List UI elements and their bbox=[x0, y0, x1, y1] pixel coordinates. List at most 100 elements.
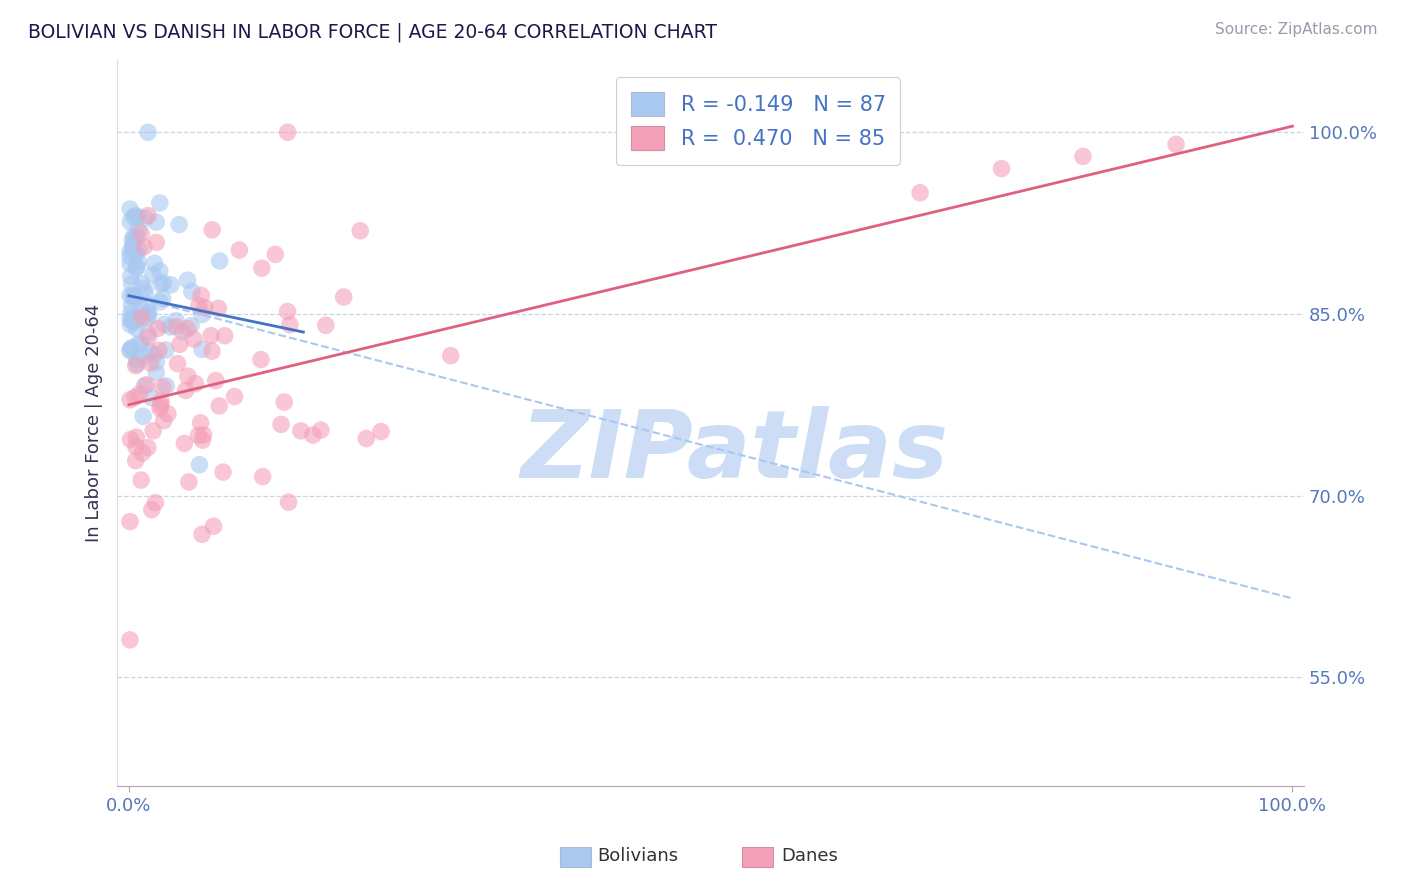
Point bbox=[149, 264, 172, 278]
Point bbox=[214, 328, 236, 343]
Point bbox=[145, 496, 167, 510]
Point bbox=[145, 235, 167, 250]
Point bbox=[129, 337, 152, 351]
Point bbox=[118, 288, 141, 302]
Point bbox=[204, 374, 226, 388]
Point bbox=[908, 186, 931, 200]
Point bbox=[118, 392, 141, 407]
Point bbox=[134, 286, 156, 301]
Point bbox=[125, 260, 148, 274]
Point bbox=[301, 428, 323, 442]
Point bbox=[201, 223, 224, 237]
Point bbox=[142, 268, 165, 282]
Point bbox=[122, 210, 145, 224]
Text: Source: ZipAtlas.com: Source: ZipAtlas.com bbox=[1215, 22, 1378, 37]
Point bbox=[278, 318, 301, 332]
Point bbox=[136, 441, 159, 455]
Point bbox=[270, 417, 292, 432]
Point bbox=[208, 254, 231, 268]
Point bbox=[120, 269, 142, 284]
Point bbox=[136, 310, 159, 325]
Point bbox=[129, 301, 152, 315]
Point bbox=[188, 458, 211, 472]
Point bbox=[183, 332, 205, 346]
Text: Danes: Danes bbox=[782, 847, 838, 865]
Point bbox=[132, 282, 155, 296]
Point bbox=[125, 261, 148, 276]
Point bbox=[122, 237, 145, 252]
Point bbox=[155, 379, 177, 393]
Point bbox=[134, 350, 156, 364]
Point bbox=[228, 243, 250, 257]
Point bbox=[1164, 137, 1187, 152]
Point bbox=[120, 299, 142, 313]
Point bbox=[177, 475, 200, 489]
Point bbox=[252, 469, 274, 483]
Point bbox=[150, 394, 173, 409]
Point bbox=[200, 328, 222, 343]
Point bbox=[264, 247, 287, 261]
Point bbox=[121, 310, 143, 325]
Point bbox=[134, 211, 156, 226]
Point bbox=[134, 379, 156, 393]
Point bbox=[193, 428, 215, 442]
Point bbox=[128, 242, 150, 256]
Point bbox=[207, 301, 229, 316]
Point bbox=[131, 310, 153, 324]
Point bbox=[120, 318, 142, 332]
Point bbox=[145, 355, 167, 369]
Point bbox=[187, 298, 209, 312]
Point bbox=[145, 366, 167, 380]
Point bbox=[125, 321, 148, 335]
Point bbox=[120, 202, 142, 216]
Point bbox=[125, 313, 148, 327]
Point bbox=[125, 352, 148, 367]
Point bbox=[165, 319, 187, 334]
Point bbox=[277, 125, 299, 139]
Point bbox=[122, 315, 145, 329]
Point bbox=[152, 276, 174, 290]
Point bbox=[201, 344, 224, 359]
Point bbox=[138, 330, 160, 344]
Point bbox=[121, 341, 143, 355]
Point bbox=[125, 229, 148, 244]
Text: ZIPatlas: ZIPatlas bbox=[520, 406, 949, 498]
Point bbox=[127, 254, 149, 268]
Point bbox=[149, 196, 172, 211]
Point bbox=[122, 229, 145, 244]
Point bbox=[172, 324, 194, 338]
Point bbox=[167, 218, 190, 232]
Point bbox=[118, 250, 141, 264]
Point bbox=[315, 318, 337, 333]
Point bbox=[129, 473, 152, 487]
Point bbox=[191, 433, 214, 447]
Point bbox=[146, 321, 169, 335]
Point bbox=[136, 297, 159, 311]
Point bbox=[250, 261, 273, 276]
Point bbox=[212, 465, 235, 479]
Point bbox=[120, 257, 142, 271]
Point bbox=[121, 314, 143, 328]
Point bbox=[187, 428, 209, 442]
Point bbox=[125, 440, 148, 454]
Point bbox=[127, 311, 149, 326]
Point bbox=[190, 416, 212, 430]
Point bbox=[118, 515, 141, 529]
Point bbox=[143, 256, 166, 270]
Y-axis label: In Labor Force | Age 20-64: In Labor Force | Age 20-64 bbox=[86, 304, 103, 542]
Point bbox=[138, 305, 160, 319]
Point bbox=[169, 337, 191, 351]
Point bbox=[125, 357, 148, 371]
Point bbox=[354, 432, 377, 446]
Point bbox=[1071, 149, 1094, 163]
Point bbox=[443, 791, 465, 805]
Point bbox=[128, 387, 150, 401]
Point bbox=[173, 436, 195, 450]
Point bbox=[125, 247, 148, 261]
Point bbox=[120, 433, 142, 447]
Point bbox=[124, 359, 146, 373]
Point bbox=[122, 290, 145, 304]
Point bbox=[136, 209, 159, 223]
Point bbox=[125, 430, 148, 444]
Point bbox=[122, 288, 145, 302]
